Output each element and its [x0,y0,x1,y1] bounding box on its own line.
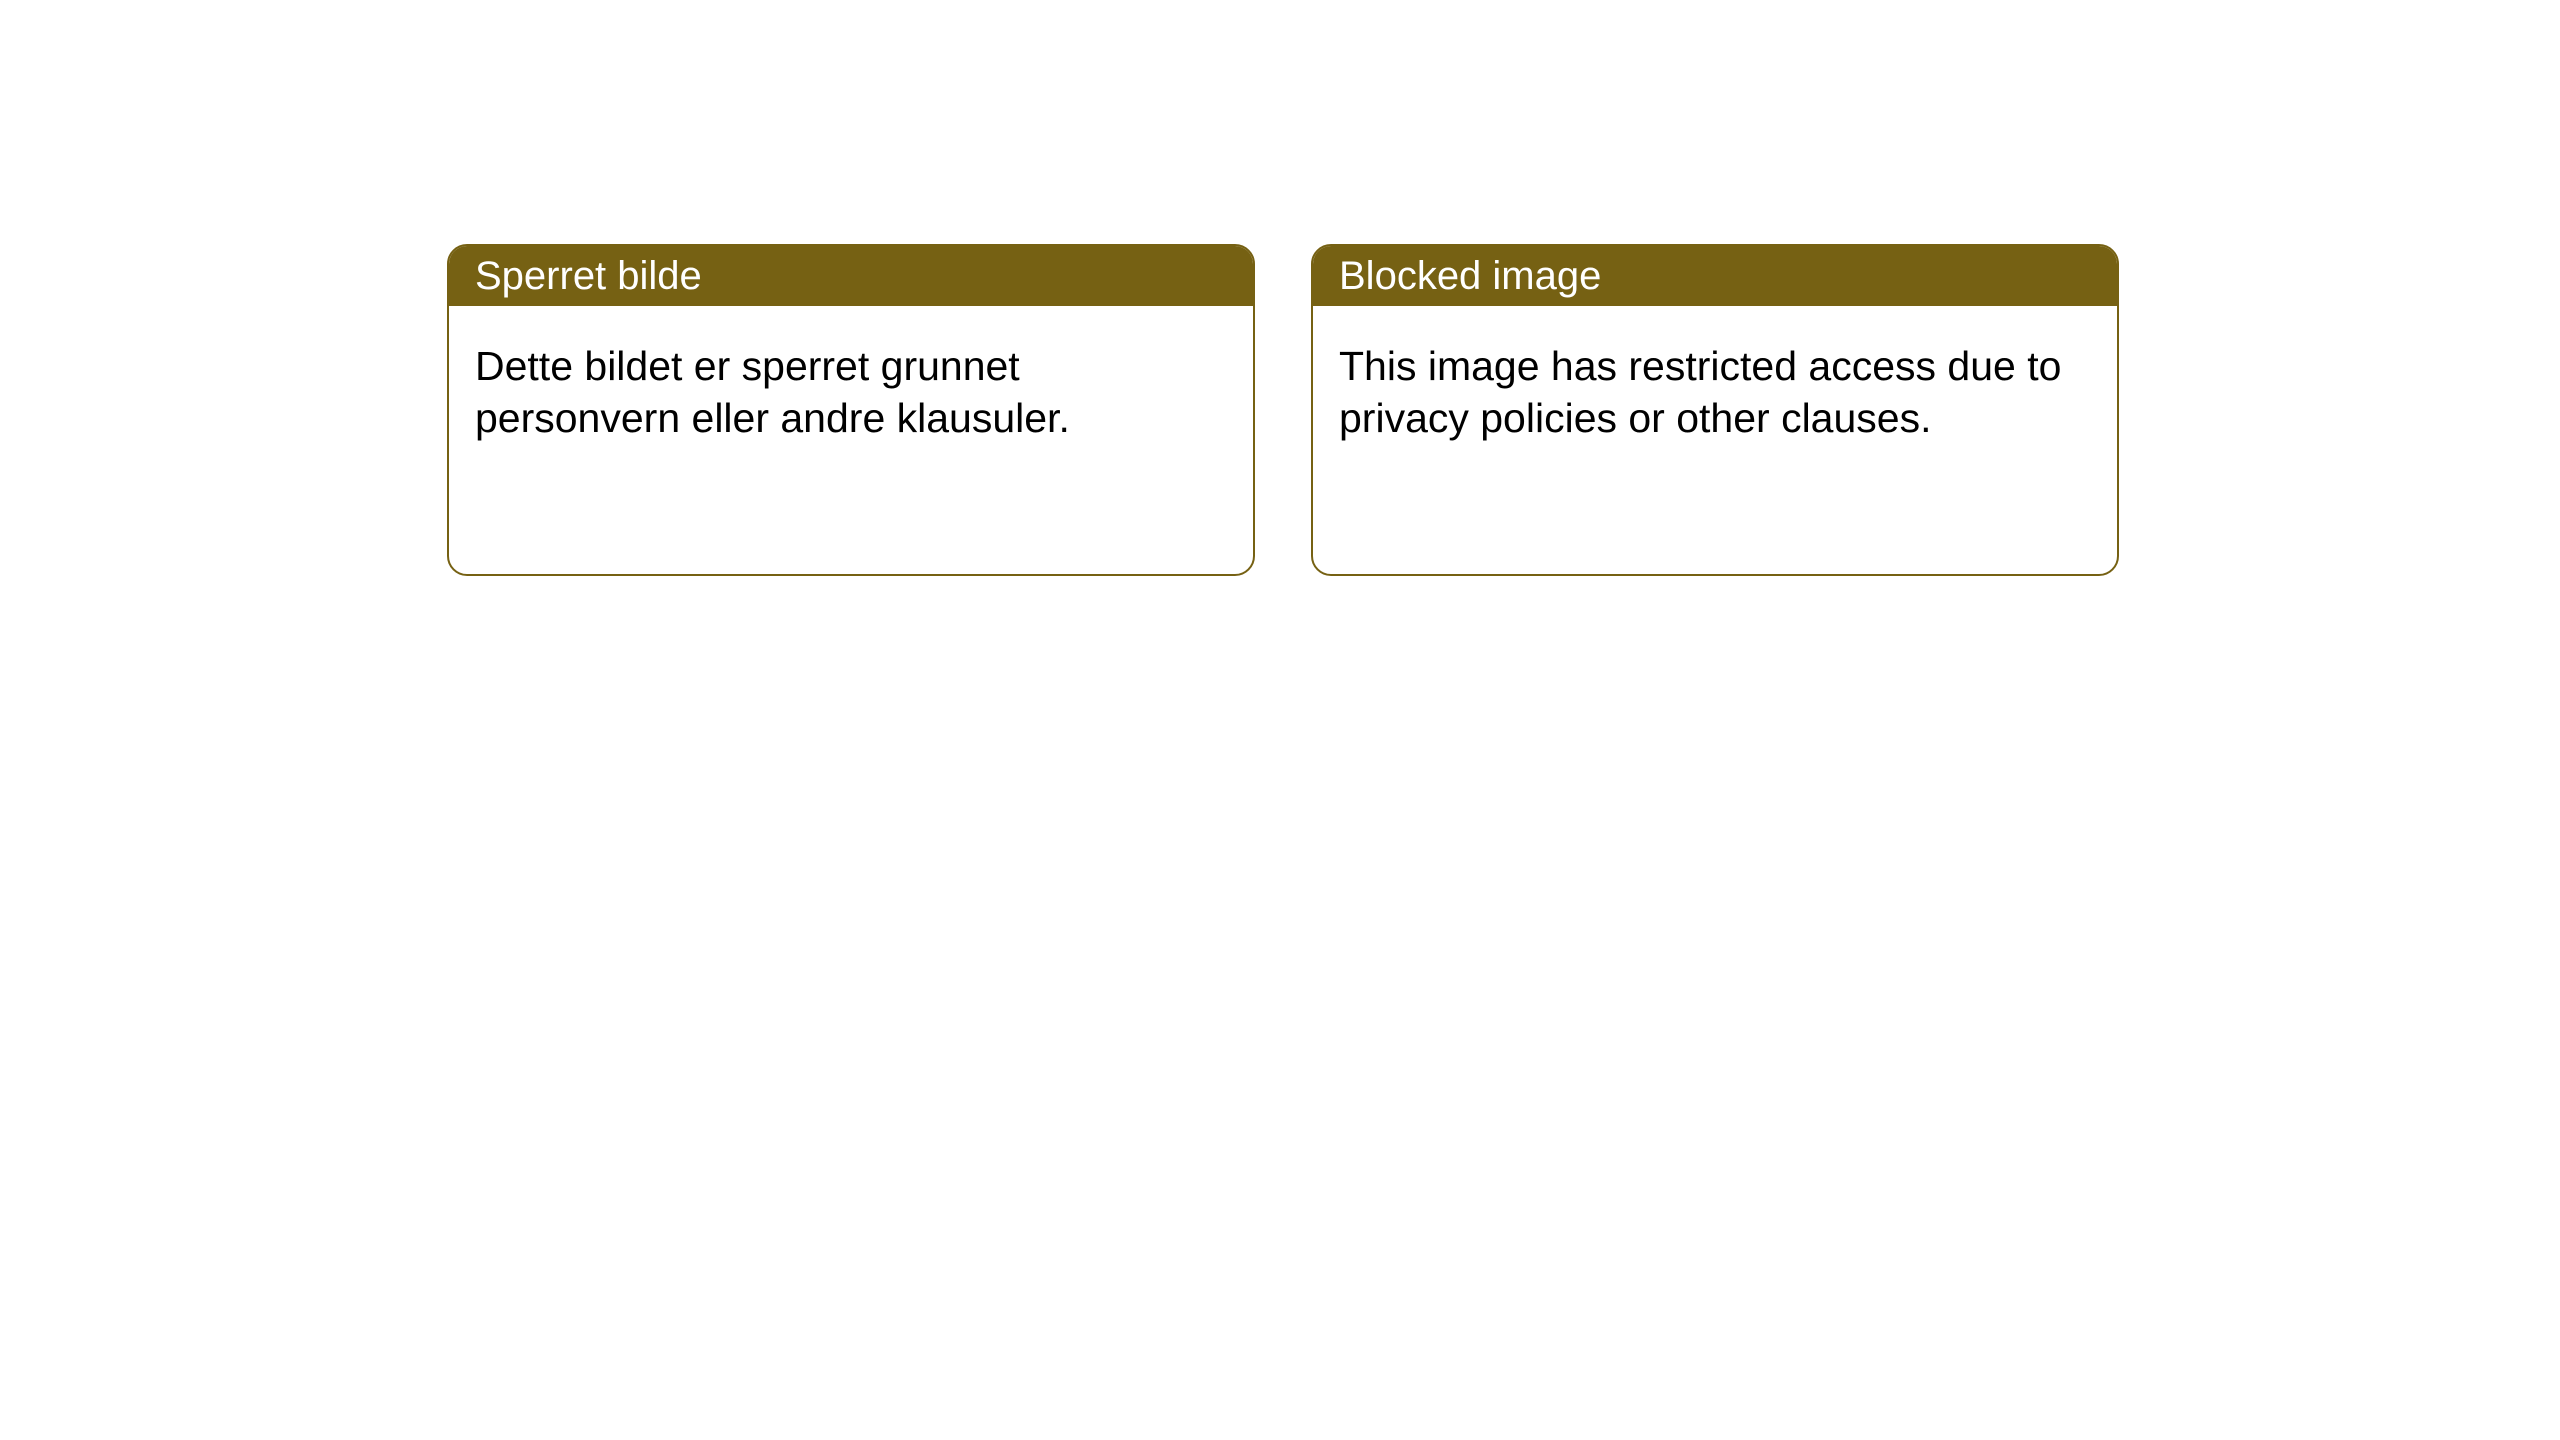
card-title-norwegian: Sperret bilde [475,254,702,299]
card-header-english: Blocked image [1313,246,2117,306]
blocked-image-card-english: Blocked image This image has restricted … [1311,244,2119,576]
card-body-english: This image has restricted access due to … [1313,306,2117,479]
card-text-norwegian: Dette bildet er sperret grunnet personve… [475,343,1070,441]
card-title-english: Blocked image [1339,254,1601,299]
card-body-norwegian: Dette bildet er sperret grunnet personve… [449,306,1253,479]
card-header-norwegian: Sperret bilde [449,246,1253,306]
card-text-english: This image has restricted access due to … [1339,343,2061,441]
notice-container: Sperret bilde Dette bildet er sperret gr… [0,0,2560,576]
blocked-image-card-norwegian: Sperret bilde Dette bildet er sperret gr… [447,244,1255,576]
